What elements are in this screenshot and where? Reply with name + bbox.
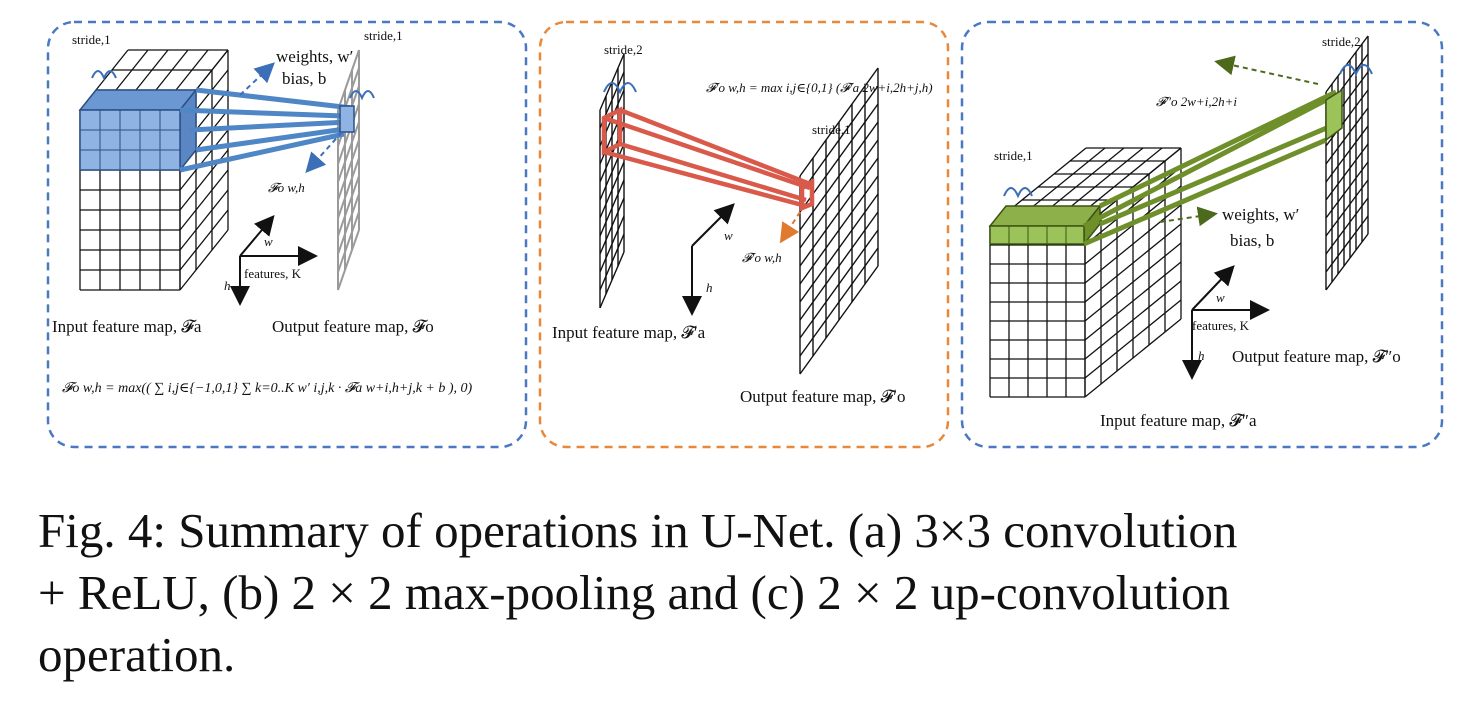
- axis-h-label-b: h: [706, 280, 713, 295]
- stride-label-input-a: stride,1: [72, 32, 111, 47]
- stride-label-output-c: stride,2: [1322, 34, 1361, 49]
- figure-caption: Fig. 4: Summary of operations in U-Net. …: [38, 500, 1458, 686]
- output-pixel-pointer-c: [1214, 55, 1319, 85]
- axis-k-label-a: features, K: [244, 266, 302, 281]
- output-pixel-label-a: 𝓕o w,h: [268, 180, 305, 195]
- output-feature-map-grid-c: [1325, 35, 1369, 291]
- axes-c: [1182, 265, 1270, 380]
- output-map-label-b: Output feature map, 𝓕′o: [740, 387, 905, 406]
- output-map-label-c: Output feature map, 𝓕″o: [1232, 347, 1401, 366]
- bias-label-c: bias, b: [1230, 231, 1274, 250]
- stride-arc-input-b: [603, 82, 637, 95]
- caption-line-2: + ReLU, (b) 2 × 2 max-pooling and (c) 2 …: [38, 565, 1230, 620]
- conv-connection-bundle: [179, 87, 353, 173]
- weights-label-c: weights, w′: [1222, 205, 1299, 224]
- axis-w-label-a: w: [264, 234, 273, 249]
- stride-arc-output-a: [349, 90, 375, 101]
- bias-label-a: bias, b: [282, 69, 326, 88]
- axes-b: [682, 203, 735, 316]
- output-feature-map-grid-a: [337, 49, 360, 291]
- stride-label-input-b: stride,2: [604, 42, 643, 57]
- input-map-label-b: Input feature map, 𝓕′a: [552, 323, 706, 342]
- pool-connection-bundle: [601, 106, 815, 212]
- conv-formula: 𝓕o w,h = max(( ∑ i,j∈{−1,0,1} ∑ k=0..K w…: [62, 381, 473, 396]
- conv-kernel-cube: [78, 87, 198, 173]
- caption-line-3: operation.: [38, 627, 236, 682]
- input-map-label-c: Input feature map, 𝓕″a: [1100, 411, 1257, 430]
- pool-formula: 𝓕′o w,h = max i,j∈{0,1} (𝓕′a 2w+i,2h+j,h…: [706, 80, 933, 95]
- panel-max-pooling: stride,2 stride,1 𝓕′o w,h = max i,j∈{0,1…: [538, 20, 950, 449]
- panel-b-border: [538, 20, 950, 449]
- output-pixel-pointer-b: [779, 211, 801, 244]
- stride-label-input-c: stride,1: [994, 148, 1033, 163]
- stride-label-output-a: stride,1: [364, 28, 403, 43]
- axis-w-label-c: w: [1216, 290, 1225, 305]
- axis-h-label-a: h: [224, 278, 231, 293]
- axis-w-label-b: w: [724, 228, 733, 243]
- stride-arc-input-c: [1003, 187, 1033, 199]
- panel-c-border: [960, 20, 1444, 449]
- output-map-label-a: Output feature map, 𝓕o: [272, 317, 434, 336]
- stride-label-output-b: stride,1: [812, 122, 851, 137]
- stride-arc-output-c: [1339, 64, 1373, 77]
- panel-a-border: [46, 20, 528, 449]
- weights-pointer-c: [1159, 206, 1218, 227]
- stride-arc-input-a: [91, 70, 117, 81]
- input-feature-map-grid-c: [989, 147, 1182, 398]
- axis-k-label-c: features, K: [1192, 318, 1250, 333]
- panel-up-convolution: stride,1 stride,2 𝓕″o 2w+i,2h+i weights,…: [960, 20, 1444, 449]
- caption-line-1: Fig. 4: Summary of operations in U-Net. …: [38, 503, 1238, 558]
- weights-label-a: weights, w′: [276, 47, 353, 66]
- upconv-kernel-slab: [988, 203, 1102, 247]
- output-pixel-label-c: 𝓕″o 2w+i,2h+i: [1156, 94, 1237, 109]
- axis-h-label-c: h: [1198, 348, 1205, 363]
- input-map-label-a: Input feature map, 𝓕a: [52, 317, 202, 336]
- upconv-connection-bundle: [1082, 89, 1338, 247]
- output-pixel-label-b: 𝓕′o w,h: [742, 250, 782, 265]
- output-feature-map-grid-b: [799, 67, 879, 375]
- axes-a: [230, 214, 318, 306]
- panel-convolution: stride,1 stride,1 weights, w′ bias, b 𝓕o…: [46, 20, 528, 449]
- weights-pointer-a: [239, 62, 275, 96]
